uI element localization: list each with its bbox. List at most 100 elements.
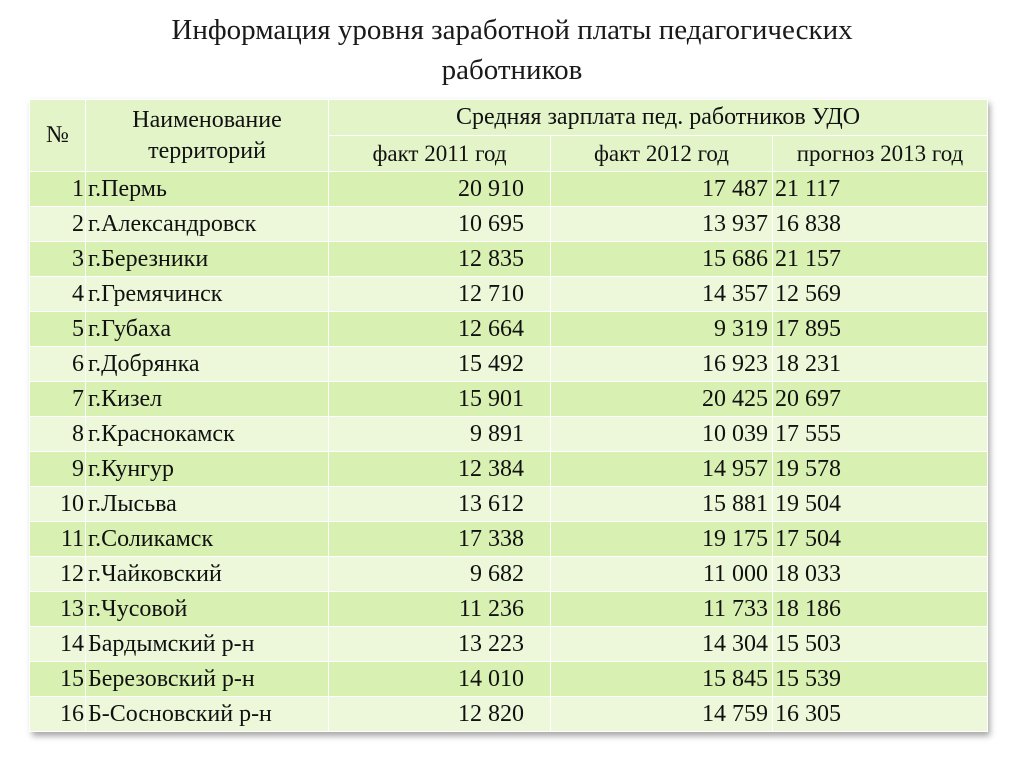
row-number-cell: 4 bbox=[29, 276, 86, 312]
salary-2011-cell: 12 384 bbox=[328, 451, 551, 487]
salary-2012-cell: 15 845 bbox=[550, 661, 773, 697]
table-row: 3 г.Березники 12 835 15 686 21 157 bbox=[29, 241, 988, 277]
header-fact-2012: факт 2012 год bbox=[550, 135, 773, 172]
territory-name-cell: г.Добрянка bbox=[85, 346, 329, 382]
territory-name-cell: г.Александровск bbox=[85, 206, 329, 242]
salary-2013-forecast-cell: 15 503 bbox=[772, 626, 988, 662]
territory-name-cell: г.Пермь bbox=[85, 171, 329, 207]
salary-2011-cell: 12 835 bbox=[328, 241, 551, 277]
salary-2013-forecast-cell: 15 539 bbox=[772, 661, 988, 697]
salary-2011-cell: 10 695 bbox=[328, 206, 551, 242]
row-number-cell: 1 bbox=[29, 171, 86, 207]
salary-2013-forecast-cell: 21 117 bbox=[772, 171, 988, 207]
salary-2013-forecast-cell: 18 186 bbox=[772, 591, 988, 627]
territory-name-cell: г.Гремячинск bbox=[85, 276, 329, 312]
header-territory-name: Наименование территорий bbox=[85, 99, 329, 172]
salary-table: № Наименование территорий Средняя зарпла… bbox=[29, 99, 988, 732]
row-number-cell: 11 bbox=[29, 521, 86, 557]
salary-2011-cell: 13 223 bbox=[328, 626, 551, 662]
salary-2012-cell: 14 759 bbox=[550, 696, 773, 732]
table-row: 14 Бардымский р-н 13 223 14 304 15 503 bbox=[29, 626, 988, 662]
row-number-cell: 10 bbox=[29, 486, 86, 522]
table-row: 12 г.Чайковский 9 682 11 000 18 033 bbox=[29, 556, 988, 592]
salary-2011-cell: 11 236 bbox=[328, 591, 551, 627]
salary-2012-cell: 19 175 bbox=[550, 521, 773, 557]
salary-2011-cell: 13 612 bbox=[328, 486, 551, 522]
salary-2013-forecast-cell: 17 895 bbox=[772, 311, 988, 347]
row-number-cell: 15 bbox=[29, 661, 86, 697]
table-row: 10 г.Лысьва 13 612 15 881 19 504 bbox=[29, 486, 988, 522]
salary-2012-cell: 9 319 bbox=[550, 311, 773, 347]
salary-2011-cell: 9 682 bbox=[328, 556, 551, 592]
salary-2011-cell: 15 901 bbox=[328, 381, 551, 417]
header-number: № bbox=[29, 99, 86, 172]
territory-name-cell: г.Кунгур bbox=[85, 451, 329, 487]
header-fact-2011: факт 2011 год bbox=[328, 135, 551, 172]
salary-2013-forecast-cell: 21 157 bbox=[772, 241, 988, 277]
row-number-cell: 5 bbox=[29, 311, 86, 347]
territory-name-cell: г.Чусовой bbox=[85, 591, 329, 627]
header-forecast-2013: прогноз 2013 год bbox=[772, 135, 988, 172]
salary-2013-forecast-cell: 17 504 bbox=[772, 521, 988, 557]
table-row: 13 г.Чусовой 11 236 11 733 18 186 bbox=[29, 591, 988, 627]
territory-name-cell: г.Соликамск bbox=[85, 521, 329, 557]
salary-2013-forecast-cell: 16 838 bbox=[772, 206, 988, 242]
salary-2012-cell: 10 039 bbox=[550, 416, 773, 452]
salary-2013-forecast-cell: 19 578 bbox=[772, 451, 988, 487]
salary-2013-forecast-cell: 20 697 bbox=[772, 381, 988, 417]
territory-name-cell: г.Кизел bbox=[85, 381, 329, 417]
table-row: 16 Б-Сосновский р-н 12 820 14 759 16 305 bbox=[29, 696, 988, 732]
territory-name-cell: г.Лысьва bbox=[85, 486, 329, 522]
salary-2013-forecast-cell: 19 504 bbox=[772, 486, 988, 522]
salary-2011-cell: 12 820 bbox=[328, 696, 551, 732]
salary-2012-cell: 13 937 bbox=[550, 206, 773, 242]
salary-2013-forecast-cell: 18 033 bbox=[772, 556, 988, 592]
territory-name-cell: г.Чайковский bbox=[85, 556, 329, 592]
territory-name-cell: г.Губаха bbox=[85, 311, 329, 347]
salary-2011-cell: 15 492 bbox=[328, 346, 551, 382]
header-row-2: факт 2011 год факт 2012 год прогноз 2013… bbox=[30, 135, 988, 172]
salary-2013-forecast-cell: 17 555 bbox=[772, 416, 988, 452]
row-number-cell: 12 bbox=[29, 556, 86, 592]
salary-2012-cell: 16 923 bbox=[550, 346, 773, 382]
row-number-cell: 2 bbox=[29, 206, 86, 242]
salary-2012-cell: 15 881 bbox=[550, 486, 773, 522]
page-title: Информация уровня заработной платы педаг… bbox=[60, 10, 964, 90]
territory-name-cell: Березовский р-н bbox=[85, 661, 329, 697]
territory-name-cell: г.Краснокамск bbox=[85, 416, 329, 452]
table-row: 7 г.Кизел 15 901 20 425 20 697 bbox=[29, 381, 988, 417]
salary-2013-forecast-cell: 18 231 bbox=[772, 346, 988, 382]
salary-2011-cell: 20 910 bbox=[328, 171, 551, 207]
header-row-1: № Наименование территорий Средняя зарпла… bbox=[29, 99, 988, 172]
row-number-cell: 7 bbox=[29, 381, 86, 417]
page-title-line-1: Информация уровня заработной платы педаг… bbox=[171, 14, 853, 46]
table-body: 1 г.Пермь 20 910 17 487 21 117 2 г.Александров… bbox=[29, 171, 988, 732]
territory-name-cell: г.Березники bbox=[85, 241, 329, 277]
row-number-cell: 6 bbox=[29, 346, 86, 382]
salary-2012-cell: 11 000 bbox=[550, 556, 773, 592]
row-number-cell: 14 bbox=[29, 626, 86, 662]
salary-2013-forecast-cell: 16 305 bbox=[772, 696, 988, 732]
table-row: 15 Березовский р-н 14 010 15 845 15 539 bbox=[29, 661, 988, 697]
table-header: № Наименование территорий Средняя зарпла… bbox=[29, 99, 988, 172]
table-row: 5 г.Губаха 12 664 9 319 17 895 bbox=[29, 311, 988, 347]
table-row: 6 г.Добрянка 15 492 16 923 18 231 bbox=[29, 346, 988, 382]
salary-2012-cell: 15 686 bbox=[550, 241, 773, 277]
table-row: 1 г.Пермь 20 910 17 487 21 117 bbox=[29, 171, 988, 207]
salary-2011-cell: 9 891 bbox=[328, 416, 551, 452]
table-row: 2 г.Александровск 10 695 13 937 16 838 bbox=[29, 206, 988, 242]
salary-2012-cell: 14 957 bbox=[550, 451, 773, 487]
row-number-cell: 8 bbox=[29, 416, 86, 452]
row-number-cell: 9 bbox=[29, 451, 86, 487]
salary-2012-cell: 14 357 bbox=[550, 276, 773, 312]
salary-2013-forecast-cell: 12 569 bbox=[772, 276, 988, 312]
salary-2012-cell: 17 487 bbox=[550, 171, 773, 207]
row-number-cell: 3 bbox=[29, 241, 86, 277]
table-row: 4 г.Гремячинск 12 710 14 357 12 569 bbox=[29, 276, 988, 312]
territory-name-cell: Бардымский р-н bbox=[85, 626, 329, 662]
table-row: 9 г.Кунгур 12 384 14 957 19 578 bbox=[29, 451, 988, 487]
territory-name-cell: Б-Сосновский р-н bbox=[85, 696, 329, 732]
salary-2012-cell: 20 425 bbox=[550, 381, 773, 417]
salary-2011-cell: 12 710 bbox=[328, 276, 551, 312]
header-average-salary: Средняя зарплата пед. работников УДО bbox=[328, 99, 988, 136]
